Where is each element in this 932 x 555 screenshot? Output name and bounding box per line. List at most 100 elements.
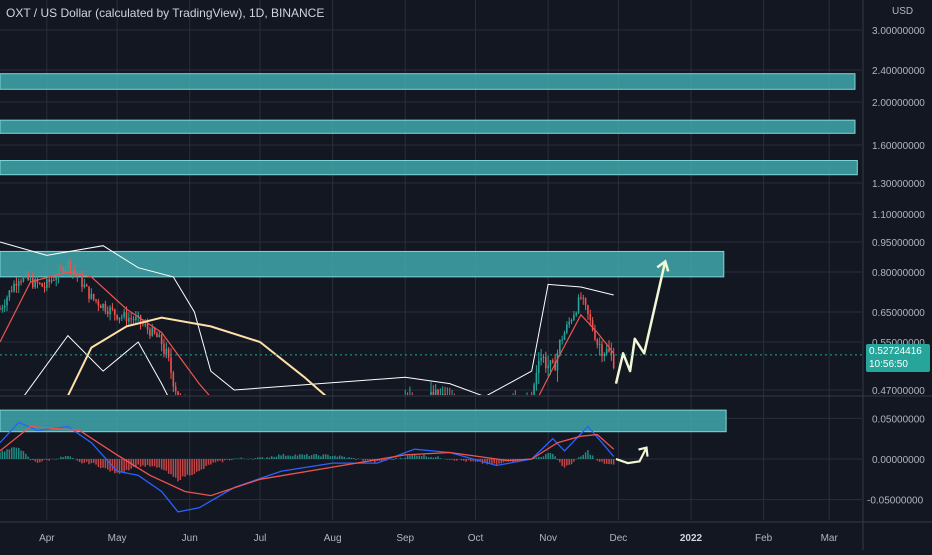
candle-body [46,279,48,289]
candle-body [549,360,552,366]
candle-body [540,357,542,361]
last-price-tag: 0.52724416 10:56:50 [866,344,930,372]
candle-body [64,268,67,273]
candle-body [76,272,79,277]
macd-tick-label: -0.05000000 [867,496,924,507]
candle-body [610,351,613,355]
candle-body [601,344,603,356]
candle-body [432,391,435,395]
candle-body [160,334,163,345]
candle-body [36,278,39,284]
candle-body [88,286,90,299]
candle-body [559,339,561,353]
candle-body [57,267,60,278]
candle-body [584,298,587,306]
candle-body [109,307,111,315]
time-tick-label: Apr [39,533,55,544]
bar-countdown: 10:56:50 [869,359,908,370]
candle-body [99,305,102,309]
last-price-value: 0.52724416 [869,346,922,357]
candle-body [146,323,149,330]
candle-body [167,348,170,358]
candle-body [165,348,168,354]
bollinger-lower [24,334,168,395]
price-projection-arrow [614,261,667,384]
candle-body [10,290,13,292]
candle-body [575,312,578,316]
ma-slow-line [67,316,327,395]
candle-body [573,315,575,321]
candle-body [566,324,568,333]
time-tick-label: Dec [609,533,627,544]
currency-label: USD [892,6,914,17]
candle-body [121,316,123,318]
sr-zone-5 [0,409,727,433]
candle-body [598,344,601,346]
candle-body [116,314,118,320]
candle-body [537,360,540,373]
candle-body [111,307,114,310]
price-tick-label: 0.65000000 [872,308,925,319]
candle-body [83,284,86,287]
candle-body [144,323,147,325]
candle-body [50,279,53,282]
candle-body [139,315,142,324]
price-tick-label: 1.10000000 [872,210,925,221]
chart-title: OXT / US Dollar (calculated by TradingVi… [6,6,325,20]
candle-body [542,356,545,358]
price-tick-label: 0.95000000 [872,238,925,249]
candle-body [142,323,144,325]
candle-body [603,353,606,356]
time-tick-label: Oct [468,533,484,544]
candle-body [67,261,69,269]
candle-body [128,317,130,322]
candle-body [0,309,1,311]
candle-body [71,270,74,272]
sr-zone-3 [0,160,858,176]
candle-body [81,274,83,287]
candle-body [53,279,55,281]
candle-body [3,305,6,308]
candle-body [170,357,172,373]
candle-body [608,348,610,352]
candle-body [41,283,43,287]
candle-body [22,276,25,282]
price-tick-label: 3.00000000 [872,26,925,37]
candle-body [153,327,156,334]
candle-body [74,270,76,273]
candle-body [547,365,549,369]
candle-body [605,348,608,354]
candle-body [106,311,109,315]
candle-body [13,283,15,292]
candle-body [39,283,41,285]
price-tick-label: 0.47000000 [872,386,925,397]
candle-body [552,360,554,363]
price-tick-label: 0.80000000 [872,268,925,279]
candle-body [29,278,32,280]
candle-body [156,333,158,338]
price-projection-arrowhead [656,259,670,272]
candle-body [97,300,100,306]
candle-body [15,283,18,286]
time-tick-label: Mar [821,533,839,544]
candle-body [60,267,62,269]
sr-zone-4 [0,250,725,278]
candle-body [34,278,36,288]
candle-body [163,344,165,354]
candle-body [172,372,175,387]
candle-body [6,297,8,306]
price-tick-label: 1.60000000 [872,141,925,152]
candle-body [444,393,446,395]
price-indicators [0,241,615,395]
candle-body [535,372,538,385]
candle-body [8,290,11,298]
time-tick-label: Sep [396,533,414,544]
candle-body [430,391,432,395]
candle-body [149,329,151,336]
candle-body [43,286,46,289]
candle-body [78,274,81,277]
candle-body [125,312,128,322]
candle-body [48,279,50,282]
time-tick-label: Jul [254,533,267,544]
candle-body [27,274,29,280]
